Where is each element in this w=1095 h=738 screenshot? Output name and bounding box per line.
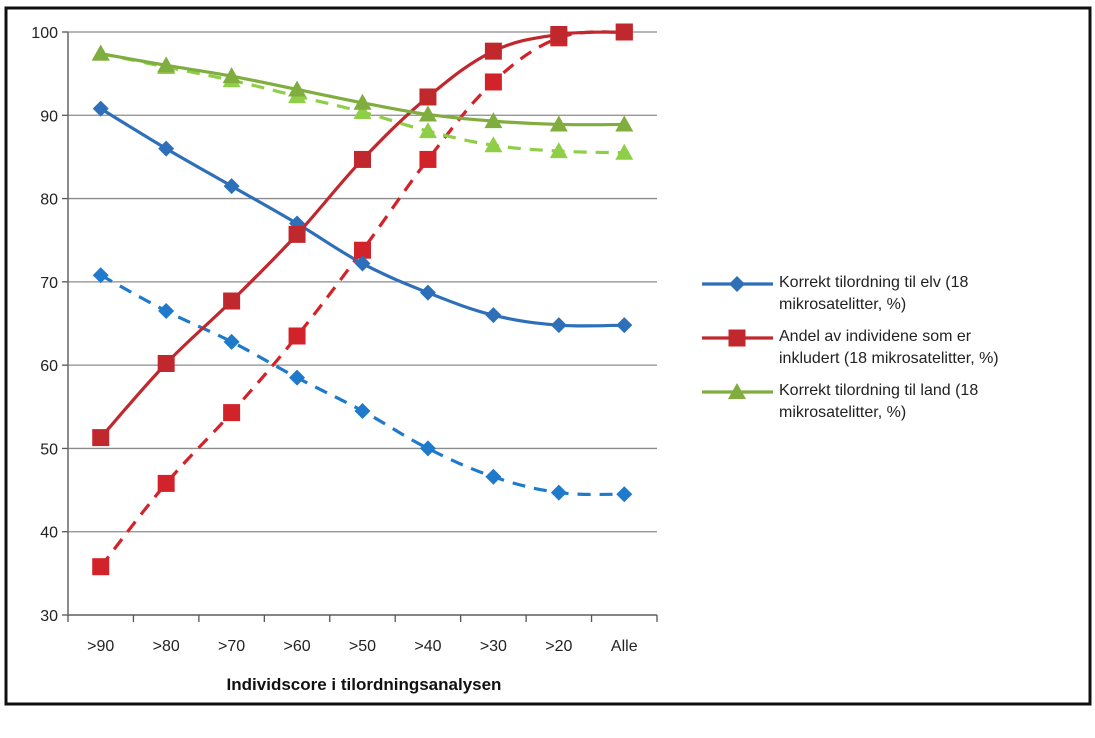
legend-item: Korrekt tilordning til land (18 mikrosate… bbox=[700, 380, 1090, 424]
data-point-diamond bbox=[729, 276, 745, 292]
data-point-diamond bbox=[92, 267, 109, 284]
x-tick-label: >50 bbox=[349, 638, 376, 655]
x-tick-label: >80 bbox=[153, 638, 180, 655]
legend-swatch bbox=[702, 383, 773, 399]
legend-swatch bbox=[702, 329, 773, 347]
data-point-square bbox=[354, 150, 371, 168]
data-point-square bbox=[157, 354, 175, 372]
data-point-triangle bbox=[549, 142, 568, 159]
x-tick-label: >70 bbox=[218, 638, 245, 655]
data-point-square bbox=[484, 73, 502, 91]
data-point-diamond bbox=[550, 484, 567, 501]
legend-label: Korrekt tilordning til elv (18 mikrosatel… bbox=[779, 272, 968, 316]
legend-label-line: inkludert (18 mikrosatelitter, %) bbox=[779, 350, 999, 367]
y-tick-label: 40 bbox=[40, 525, 58, 542]
data-point-square bbox=[550, 25, 568, 43]
y-tick-label: 60 bbox=[40, 358, 58, 375]
data-point-triangle bbox=[418, 122, 437, 139]
data-point-square bbox=[288, 225, 306, 243]
series-line-3 bbox=[99, 273, 625, 497]
data-point-diamond bbox=[354, 402, 371, 419]
series-markers bbox=[91, 23, 634, 576]
legend-item: Korrekt tilordning til elv (18 mikrosatel… bbox=[700, 272, 1090, 316]
legend-label: Andel av individene som er inkludert (18 … bbox=[779, 326, 999, 370]
data-point-diamond bbox=[92, 100, 109, 117]
data-point-square bbox=[157, 474, 175, 492]
x-tick-label: >20 bbox=[545, 638, 572, 655]
data-point-triangle bbox=[222, 67, 241, 84]
data-point-triangle bbox=[353, 102, 372, 119]
data-point-square bbox=[92, 558, 110, 576]
data-point-square bbox=[419, 88, 437, 106]
y-tick-label: 90 bbox=[40, 108, 58, 125]
x-tick-label: >40 bbox=[414, 638, 441, 655]
data-point-diamond bbox=[485, 307, 502, 324]
data-point-triangle bbox=[484, 136, 503, 153]
data-point-square bbox=[92, 429, 110, 447]
data-point-diamond bbox=[419, 284, 436, 301]
legend-label-line: Korrekt tilordning til elv (18 bbox=[779, 274, 969, 291]
y-tick-label: 100 bbox=[31, 25, 58, 42]
data-point-triangle bbox=[549, 115, 568, 132]
x-tick-label: >30 bbox=[480, 638, 507, 655]
series-line-0 bbox=[99, 107, 625, 328]
data-point-square bbox=[223, 404, 241, 422]
data-point-square bbox=[615, 23, 633, 41]
data-point-square bbox=[728, 329, 746, 347]
data-point-square bbox=[223, 292, 241, 310]
data-point-square bbox=[354, 241, 371, 259]
data-point-triangle bbox=[615, 143, 634, 160]
data-point-diamond bbox=[158, 140, 175, 157]
y-tick-label: 80 bbox=[40, 192, 58, 209]
legend-label-line: mikrosatelitter, %) bbox=[779, 404, 907, 421]
legend-label: Korrekt tilordning til land (18 mikrosate… bbox=[779, 380, 978, 424]
gridlines bbox=[68, 31, 657, 616]
data-point-square bbox=[484, 42, 502, 60]
legend-swatch bbox=[702, 276, 773, 292]
legend: Korrekt tilordning til elv (18 mikrosatel… bbox=[700, 272, 1090, 434]
legend-label-line: mikrosatelitter, %) bbox=[779, 296, 907, 313]
data-point-triangle bbox=[615, 115, 634, 132]
data-point-diamond bbox=[616, 317, 633, 334]
data-point-triangle bbox=[157, 56, 176, 73]
data-point-diamond bbox=[485, 468, 502, 485]
series-line-1 bbox=[99, 30, 625, 439]
y-tick-label: 30 bbox=[40, 608, 58, 625]
data-point-diamond bbox=[223, 333, 240, 350]
data-point-square bbox=[419, 150, 437, 168]
data-point-diamond bbox=[289, 369, 306, 386]
legend-label-line: Korrekt tilordning til land (18 bbox=[779, 382, 979, 399]
data-point-diamond bbox=[616, 486, 633, 503]
x-tick-label: Alle bbox=[611, 638, 638, 655]
data-point-diamond bbox=[354, 255, 371, 272]
data-point-triangle bbox=[728, 383, 746, 399]
data-point-triangle bbox=[91, 44, 110, 61]
legend-label-line: Andel av individene som er bbox=[779, 328, 972, 345]
y-tick-label: 50 bbox=[40, 441, 58, 458]
data-point-diamond bbox=[419, 440, 436, 457]
data-point-triangle bbox=[484, 112, 503, 129]
x-axis-title: Individscore i tilordningsanalysen bbox=[227, 675, 502, 694]
y-tick-label: 70 bbox=[40, 275, 58, 292]
data-point-diamond bbox=[223, 178, 240, 195]
x-tick-label: >60 bbox=[283, 638, 310, 655]
data-point-triangle bbox=[288, 80, 307, 97]
legend-item: Andel av individene som er inkludert (18 … bbox=[700, 326, 1090, 370]
data-point-diamond bbox=[158, 303, 175, 320]
axes: 30 40 50 60 70 80 90 100 >90 >80 >70 >60 >50 >40 >30 >2… bbox=[31, 25, 658, 655]
data-point-triangle bbox=[353, 93, 372, 110]
data-point-diamond bbox=[550, 317, 567, 334]
x-tick-label: >90 bbox=[87, 638, 114, 655]
data-point-triangle bbox=[418, 105, 437, 122]
data-point-square bbox=[288, 327, 306, 345]
